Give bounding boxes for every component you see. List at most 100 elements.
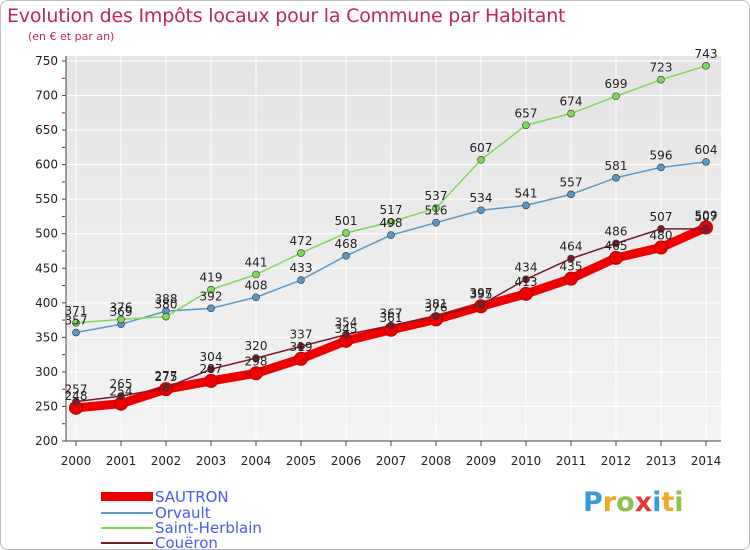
data-point-orvault [297,276,305,284]
data-point-orvault [702,158,710,166]
data-label-sautron: 465 [605,239,628,253]
data-point-saint-herblain [162,312,170,321]
data-point-coueron [567,254,575,263]
data-point-orvault [207,304,215,313]
logo-letter: P [583,487,603,518]
logo-letter: o [616,487,635,518]
data-point-sautron [564,271,578,286]
data-point-sautron [294,351,308,366]
data-point-saint-herblain [477,156,485,164]
data-label-coueron: 265 [110,377,133,391]
data-label-orvault: 392 [200,289,223,303]
data-label-orvault: 541 [515,186,538,200]
data-label-orvault: 596 [650,148,673,162]
data-point-saint-herblain [387,218,395,226]
x-tick-label: 2014 [691,454,722,468]
data-label-orvault: 388 [155,292,178,306]
chart-title: Evolution des Impôts locaux pour la Comm… [7,5,566,27]
x-tick-label: 2008 [421,454,452,468]
data-label-sautron: 413 [515,275,538,289]
data-label-sautron: 435 [560,260,583,274]
data-point-orvault [252,293,260,302]
data-point-orvault [342,252,350,260]
data-label-saint-herblain: 657 [515,106,538,120]
data-point-saint-herblain [252,270,260,279]
data-point-orvault [522,201,530,210]
data-point-coueron [207,365,215,373]
data-label-saint-herblain: 699 [605,77,628,91]
data-label-coueron: 486 [605,224,628,238]
logo-letter: t [661,487,675,518]
data-label-orvault: 408 [245,278,268,292]
data-point-coueron [297,342,305,351]
data-label-coueron: 354 [335,316,358,330]
legend-label-saint-herblain: Saint-Herblain [155,519,262,537]
data-point-orvault [612,173,620,182]
data-label-orvault: 516 [425,204,448,218]
data-point-sautron [204,373,218,388]
x-tick-label: 2005 [286,454,317,468]
data-label-coueron: 397 [470,286,493,300]
y-tick-label: 550 [35,192,58,206]
y-tick-label: 650 [35,123,58,137]
legend-label-orvault: Orvault [155,504,211,522]
y-tick-label: 400 [35,296,58,310]
data-label-saint-herblain: 441 [245,255,268,269]
y-tick-label: 200 [35,434,58,448]
x-tick-label: 2001 [106,454,137,468]
data-point-coueron [702,225,710,233]
data-label-saint-herblain: 743 [695,47,718,61]
data-point-saint-herblain [567,109,575,118]
data-label-sautron: 319 [290,340,313,354]
y-tick-label: 350 [35,330,58,344]
data-point-orvault [432,218,440,227]
y-tick-label: 300 [35,365,58,379]
x-tick-label: 2003 [196,454,227,468]
data-point-saint-herblain [117,315,125,324]
legend-swatch-sautron [101,492,153,501]
data-label-orvault: 433 [290,261,313,275]
data-label-coueron: 277 [155,369,178,383]
proxiti-logo: Proxiti [583,487,684,518]
data-point-coueron [657,225,665,233]
data-label-sautron: 480 [650,229,673,243]
x-tick-label: 2007 [376,454,407,468]
chart-subtitle: (en € et par an) [28,30,115,43]
data-point-sautron [609,250,623,265]
data-label-coueron: 507 [695,210,718,224]
legend-label-sautron: SAUTRON [155,488,229,506]
legend-label-coueron: Couëron [155,534,218,550]
data-point-orvault [72,328,80,337]
data-point-coueron [252,354,260,362]
data-label-sautron: 287 [200,362,223,376]
data-label-coueron: 367 [380,307,403,321]
logo-letter: i [652,487,662,518]
data-point-coueron [522,275,530,284]
data-label-saint-herblain: 674 [560,95,583,109]
series-group [69,62,713,415]
data-label-sautron: 254 [110,385,133,399]
x-tick-label: 2006 [331,454,362,468]
y-tick-label: 500 [35,227,58,241]
data-label-coueron: 381 [425,297,448,311]
data-label-coueron: 304 [200,350,223,364]
data-point-orvault [387,231,395,239]
data-point-sautron [519,286,533,301]
data-label-saint-herblain: 537 [425,189,448,203]
plot-area [66,56,721,441]
data-point-orvault [657,163,665,172]
grid-lines [66,56,721,441]
logo-letter: x [634,487,653,518]
data-label-orvault: 604 [695,143,718,157]
data-label-sautron: 361 [380,311,403,325]
x-tick-label: 2012 [601,454,632,468]
data-label-sautron: 509 [695,209,718,223]
data-point-coueron [162,384,170,392]
data-label-sautron: 345 [335,322,358,336]
x-tick-label: 2009 [466,454,497,468]
data-point-saint-herblain [297,249,305,257]
data-point-saint-herblain [432,204,440,212]
data-point-coueron [612,239,620,248]
data-label-orvault: 581 [605,159,628,173]
